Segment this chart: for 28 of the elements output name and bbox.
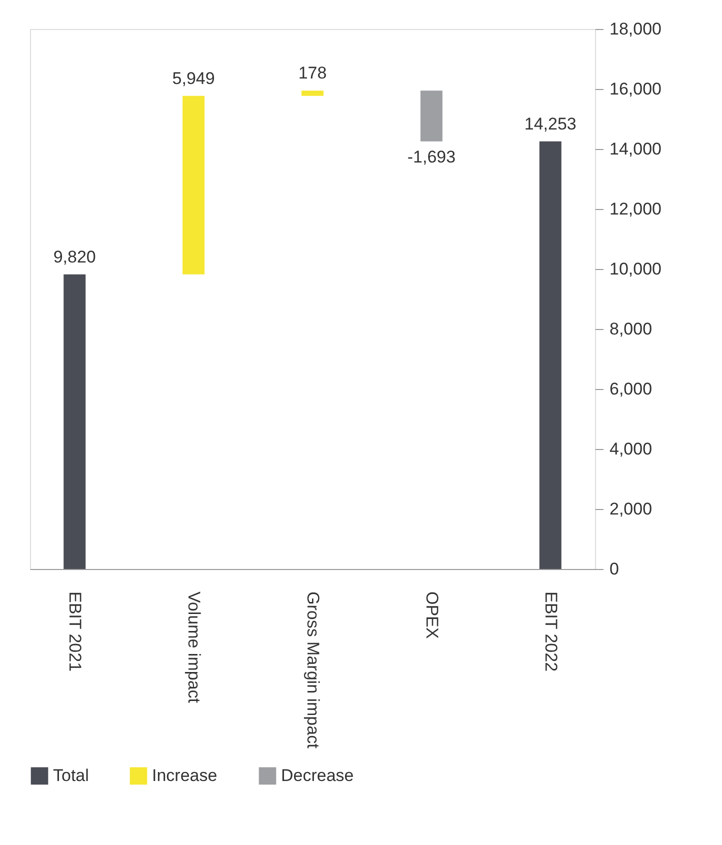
y-tick-label: 18,000: [610, 20, 662, 38]
data-label: -1,693: [407, 147, 456, 166]
bar: [182, 96, 205, 274]
y-tick-label: 4,000: [610, 440, 652, 458]
x-tick-label: OPEX: [422, 592, 442, 639]
legend-label: Decrease: [281, 766, 354, 785]
y-tick-label: 14,000: [610, 140, 662, 158]
y-tick-label: 0: [610, 560, 619, 578]
data-label: 9,820: [53, 247, 96, 266]
y-tick-label: 6,000: [610, 380, 652, 398]
bar: [539, 141, 562, 569]
bar: [420, 90, 442, 142]
y-tick-label: 10,000: [610, 260, 662, 278]
x-tick-label: Volume impact: [184, 592, 204, 704]
data-label: 14,253: [524, 114, 576, 134]
x-tick-label: EBIT 2022: [541, 592, 560, 672]
data-label: 178: [298, 64, 327, 83]
data-label: 5,949: [172, 68, 215, 88]
y-tick-label: 12,000: [610, 200, 662, 218]
bar: [64, 274, 86, 569]
legend-label: Total: [53, 766, 89, 785]
y-tick-label: 16,000: [610, 80, 662, 98]
y-tick-label: 2,000: [610, 500, 652, 518]
x-tick-label: Gross Margin impact: [304, 592, 322, 749]
x-tick-label: EBIT 2021: [66, 592, 85, 672]
legend-label: Increase: [152, 766, 218, 785]
y-tick-label: 8,000: [610, 320, 652, 338]
bar: [302, 90, 324, 96]
